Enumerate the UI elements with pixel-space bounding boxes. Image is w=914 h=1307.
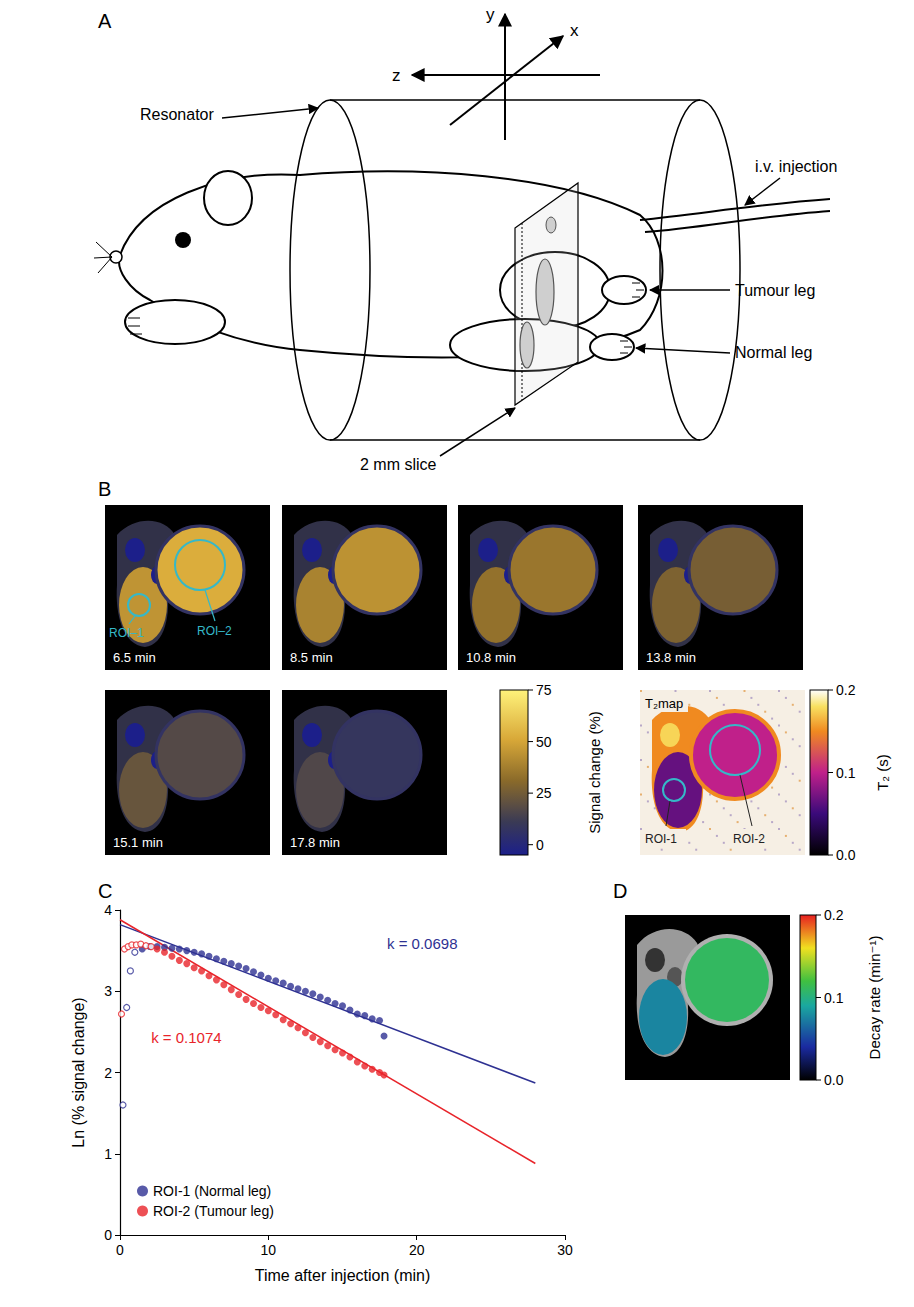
svg-text:2 mm slice: 2 mm slice — [360, 456, 437, 473]
svg-text:17.8 min: 17.8 min — [290, 835, 340, 850]
svg-text:Tumour leg: Tumour leg — [735, 282, 815, 299]
svg-text:8.5 min: 8.5 min — [290, 650, 333, 665]
svg-text:4: 4 — [104, 902, 112, 918]
svg-text:T₂map: T₂map — [645, 696, 683, 711]
svg-text:Signal change (%): Signal change (%) — [586, 711, 603, 834]
svg-text:3: 3 — [104, 983, 112, 999]
svg-text:75: 75 — [536, 682, 552, 698]
svg-text:Resonator: Resonator — [140, 106, 214, 123]
svg-text:20: 20 — [409, 1242, 425, 1258]
svg-text:D: D — [613, 880, 627, 902]
svg-text:C: C — [98, 880, 112, 902]
svg-text:1: 1 — [104, 1146, 112, 1162]
svg-text:B: B — [98, 478, 111, 500]
svg-text:0.1: 0.1 — [836, 765, 856, 781]
svg-text:ROI–2: ROI–2 — [197, 624, 232, 638]
svg-text:ROI-1 (Normal leg): ROI-1 (Normal leg) — [153, 1183, 271, 1199]
svg-text:i.v. injection: i.v. injection — [755, 158, 837, 175]
svg-text:k = 0.0698: k = 0.0698 — [387, 935, 457, 952]
svg-text:x: x — [570, 21, 579, 40]
svg-text:0: 0 — [536, 837, 544, 853]
svg-text:0: 0 — [116, 1242, 124, 1258]
svg-text:0.0: 0.0 — [824, 1072, 844, 1088]
svg-text:15.1 min: 15.1 min — [113, 835, 163, 850]
svg-text:30: 30 — [557, 1242, 573, 1258]
svg-text:T₂ (s): T₂ (s) — [874, 754, 891, 791]
svg-text:0.2: 0.2 — [824, 907, 844, 923]
svg-text:0.0: 0.0 — [836, 847, 856, 863]
svg-text:10: 10 — [261, 1242, 277, 1258]
svg-text:0: 0 — [104, 1227, 112, 1243]
svg-text:0.2: 0.2 — [836, 682, 856, 698]
svg-text:ROI-1: ROI-1 — [645, 832, 677, 846]
svg-text:ROI–1: ROI–1 — [109, 626, 144, 640]
svg-text:50: 50 — [536, 734, 552, 750]
svg-text:25: 25 — [536, 785, 552, 801]
svg-text:10.8 min: 10.8 min — [466, 650, 516, 665]
svg-text:A: A — [98, 10, 112, 32]
svg-text:2: 2 — [104, 1065, 112, 1081]
svg-text:13.8 min: 13.8 min — [646, 650, 696, 665]
svg-text:z: z — [392, 66, 401, 85]
svg-text:6.5 min: 6.5 min — [113, 650, 156, 665]
svg-text:ROI-2 (Tumour leg): ROI-2 (Tumour leg) — [153, 1203, 274, 1219]
svg-text:k = 0.1074: k = 0.1074 — [151, 1029, 221, 1046]
svg-text:y: y — [486, 5, 495, 24]
svg-text:Decay rate (min⁻¹): Decay rate (min⁻¹) — [866, 936, 883, 1060]
svg-text:0.1: 0.1 — [824, 990, 844, 1006]
svg-text:Normal leg: Normal leg — [735, 344, 812, 361]
svg-text:ROI-2: ROI-2 — [733, 832, 765, 846]
svg-text:Ln (% signal change): Ln (% signal change) — [70, 997, 87, 1147]
svg-text:Time after injection (min): Time after injection (min) — [255, 1267, 430, 1284]
